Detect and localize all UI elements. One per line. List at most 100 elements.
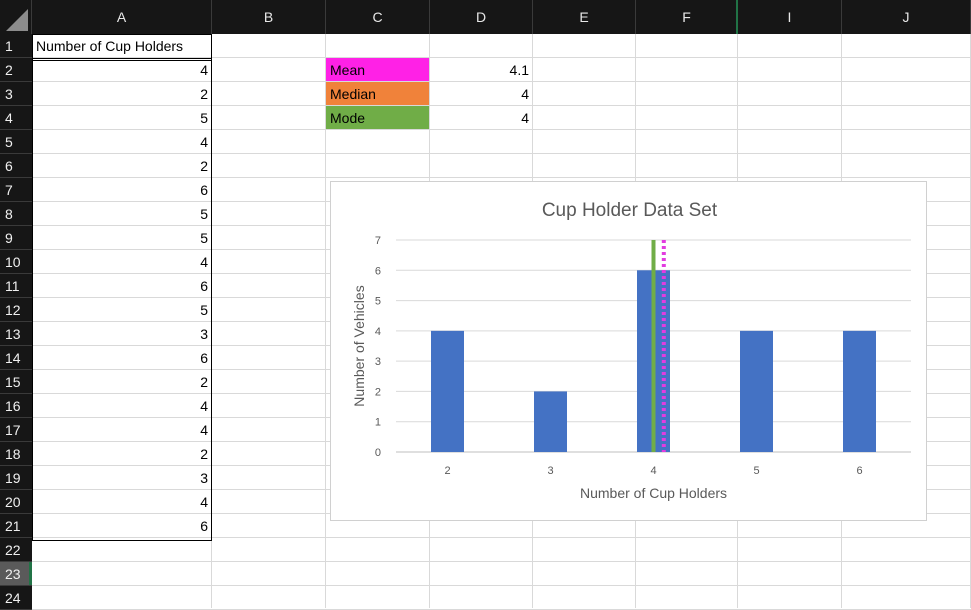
row-number: 16: [5, 397, 21, 414]
row-header-14[interactable]: 14: [0, 346, 32, 370]
row-header-10[interactable]: 10: [0, 250, 32, 274]
row-number: 4: [5, 109, 13, 126]
stat-label-median[interactable]: Median: [326, 82, 429, 105]
grid-hline: [32, 537, 971, 538]
chart-svg: Cup Holder Data Set 0 1 2 3 4 5 6 7 2 3 4 5 6 Number o…: [351, 200, 911, 501]
row-number: 3: [5, 85, 13, 102]
row-number: 19: [5, 469, 21, 486]
row-number: 15: [5, 373, 21, 390]
stat-label-mode[interactable]: Mode: [326, 106, 429, 129]
chart[interactable]: Cup Holder Data Set 0 1 2 3 4 5 6 7 2 3 4 5 6 Number o…: [330, 181, 927, 521]
grid-hline: [32, 177, 971, 178]
column-header-b[interactable]: B: [212, 0, 326, 34]
row-number: 6: [5, 157, 13, 174]
bar-3: [534, 391, 567, 452]
row-header-19[interactable]: 19: [0, 466, 32, 490]
row-header-8[interactable]: 8: [0, 202, 32, 226]
cell-a8[interactable]: 5: [200, 205, 208, 222]
row-number: 23: [5, 565, 21, 582]
cell-a17[interactable]: 4: [200, 421, 208, 438]
row-header-15[interactable]: 15: [0, 370, 32, 394]
column-header-d[interactable]: D: [430, 0, 533, 34]
cell-a4[interactable]: 5: [200, 109, 208, 126]
stat-value-mean[interactable]: 4.1: [509, 61, 529, 78]
cell-a7[interactable]: 6: [200, 181, 208, 198]
grid-hline: [32, 585, 971, 586]
row-number: 18: [5, 445, 21, 462]
cell-a12[interactable]: 5: [200, 301, 208, 318]
row-header-2[interactable]: 2: [0, 58, 32, 82]
column-header-i[interactable]: I: [738, 0, 842, 34]
stat-value-median[interactable]: 4: [521, 85, 529, 102]
row-header-3[interactable]: 3: [0, 82, 32, 106]
stat-label-mean[interactable]: Mean: [326, 58, 429, 81]
row-header-18[interactable]: 18: [0, 442, 32, 466]
cell-a16[interactable]: 4: [200, 397, 208, 414]
row-header-20[interactable]: 20: [0, 490, 32, 514]
column-header-e[interactable]: E: [533, 0, 636, 34]
x-tick-label: 3: [547, 465, 553, 477]
select-all-corner[interactable]: [0, 0, 32, 34]
row-number: 22: [5, 541, 21, 558]
row-number: 14: [5, 349, 21, 366]
row-number: 13: [5, 325, 21, 342]
row-header-1[interactable]: 1: [0, 34, 32, 58]
grid-hline: [32, 81, 971, 82]
row-header-7[interactable]: 7: [0, 178, 32, 202]
cell-a19[interactable]: 3: [200, 469, 208, 486]
cell-a1-header[interactable]: Number of Cup Holders: [36, 37, 184, 54]
row-header-13[interactable]: 13: [0, 322, 32, 346]
x-tick-label: 6: [856, 465, 862, 477]
row-number: 20: [5, 493, 21, 510]
y-tick-label: 5: [375, 296, 381, 308]
row-header-23[interactable]: 23: [0, 562, 32, 586]
row-header-4[interactable]: 4: [0, 106, 32, 130]
row-header-9[interactable]: 9: [0, 226, 32, 250]
column-header-a[interactable]: A: [32, 0, 212, 34]
column-header-j[interactable]: J: [842, 0, 971, 34]
cell-a14[interactable]: 6: [200, 349, 208, 366]
row-header-6[interactable]: 6: [0, 154, 32, 178]
row-header-24[interactable]: 24: [0, 586, 32, 610]
cell-a15[interactable]: 2: [200, 373, 208, 390]
x-tick-label: 2: [444, 465, 450, 477]
row-header-16[interactable]: 16: [0, 394, 32, 418]
row-number: 21: [5, 517, 21, 534]
cell-a2[interactable]: 4: [200, 61, 208, 78]
cell-a9[interactable]: 5: [200, 229, 208, 246]
x-tick-label: 5: [753, 465, 759, 477]
cell-a21[interactable]: 6: [200, 517, 208, 534]
row-number: 2: [5, 61, 13, 78]
row-number: 24: [5, 589, 21, 606]
cell-a11[interactable]: 6: [200, 277, 208, 294]
row-number: 11: [5, 277, 20, 294]
grid-hline: [32, 57, 971, 58]
cell-a10[interactable]: 4: [200, 253, 208, 270]
column-header-c[interactable]: C: [326, 0, 430, 34]
row-header-12[interactable]: 12: [0, 298, 32, 322]
cell-a13[interactable]: 3: [200, 325, 208, 342]
x-axis-label: Number of Cup Holders: [580, 485, 727, 501]
column-header-f[interactable]: F: [636, 0, 739, 34]
grid-hline: [32, 153, 971, 154]
grid-hline: [32, 129, 971, 130]
row-number: 9: [5, 229, 13, 246]
row-number: 17: [5, 421, 21, 438]
row-header-5[interactable]: 5: [0, 130, 32, 154]
cell-a6[interactable]: 2: [200, 157, 208, 174]
stat-value-mode[interactable]: 4: [521, 109, 529, 126]
y-tick-label: 3: [375, 356, 381, 368]
cell-a5[interactable]: 4: [200, 133, 208, 150]
cell-a18[interactable]: 2: [200, 445, 208, 462]
grid-hline: [32, 561, 971, 562]
cell-a20[interactable]: 4: [200, 493, 208, 510]
grid-hline: [32, 105, 971, 106]
row-header-11[interactable]: 11: [0, 274, 32, 298]
row-header-17[interactable]: 17: [0, 418, 32, 442]
cell-a3[interactable]: 2: [200, 85, 208, 102]
row-header-22[interactable]: 22: [0, 538, 32, 562]
row-header-21[interactable]: 21: [0, 514, 32, 538]
y-tick-label: 6: [375, 265, 381, 277]
row-number: 12: [5, 301, 21, 318]
